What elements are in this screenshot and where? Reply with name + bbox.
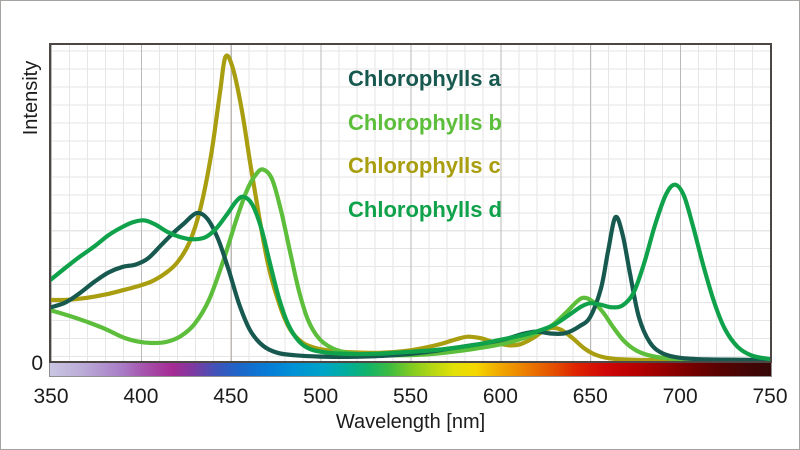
x-tick-label: 650 (572, 385, 608, 408)
x-tick-label: 400 (123, 385, 159, 408)
legend-item-d: Chlorophylls d (348, 196, 502, 222)
x-tick-label: 700 (662, 385, 698, 408)
legend-item-a: Chlorophylls a (348, 66, 501, 91)
x-tick-label: 500 (303, 385, 339, 408)
spectra-curves (51, 53, 770, 361)
x-axis-label: Wavelength [nm] (335, 411, 486, 433)
x-tick-label: 450 (213, 385, 249, 408)
x-tick-label: 350 (33, 385, 69, 408)
x-tick-label: 550 (392, 385, 429, 408)
spectrum-color-bar (49, 363, 772, 377)
x-tick-label: 750 (752, 385, 788, 408)
curve-d (51, 182, 770, 361)
y-axis-label: Intensity (20, 60, 42, 136)
plot-area (49, 43, 772, 363)
x-tick-label: 600 (482, 385, 518, 408)
curve-b (51, 167, 770, 361)
legend: Chlorophylls a Chlorophylls b Chlorophylls… (348, 57, 502, 231)
curve-a (51, 210, 770, 361)
y-axis-zero-label: 0 (31, 352, 43, 375)
legend-item-b: Chlorophylls b (348, 109, 502, 135)
legend-item-c: Chlorophylls c (348, 153, 501, 178)
